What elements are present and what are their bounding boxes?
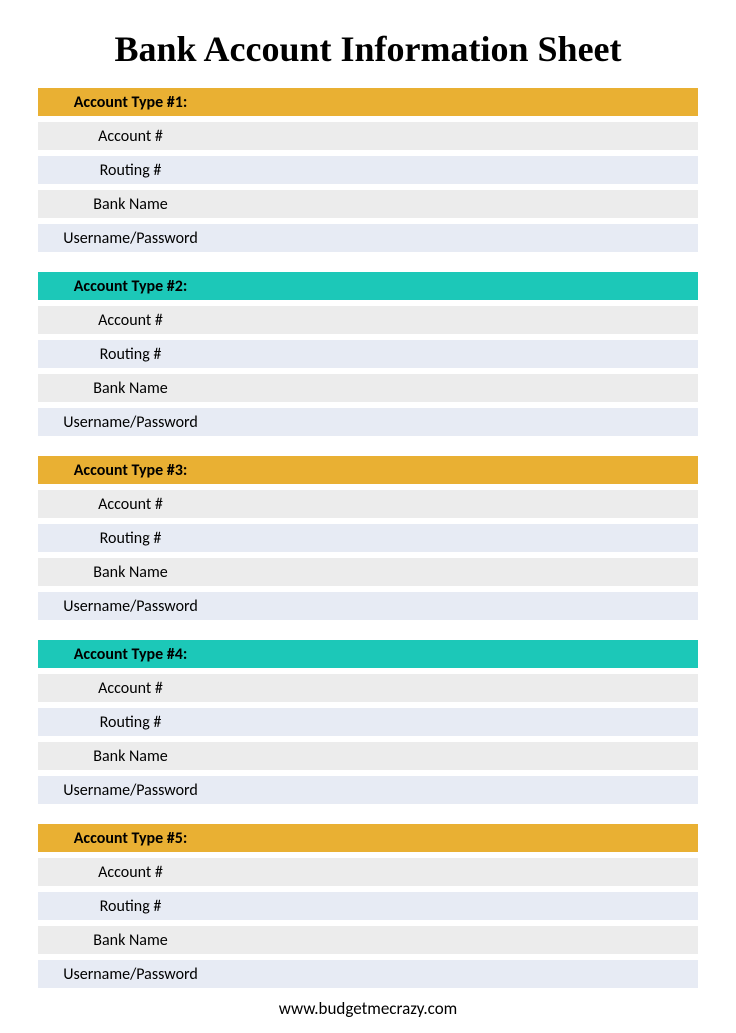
field-row: Routing #	[38, 524, 698, 552]
section-header-row: Account Type #3:	[38, 456, 698, 484]
section-header-label: Account Type #2:	[38, 272, 223, 300]
field-row: Routing #	[38, 892, 698, 920]
field-label: Routing #	[38, 340, 223, 368]
field-value	[223, 708, 698, 736]
field-row: Account #	[38, 306, 698, 334]
field-row: Account #	[38, 858, 698, 886]
field-value	[223, 558, 698, 586]
field-value	[223, 674, 698, 702]
field-value	[223, 340, 698, 368]
account-section: Account Type #4: Account # Routing # Bank N…	[38, 640, 698, 804]
section-header-label: Account Type #4:	[38, 640, 223, 668]
field-row: Username/Password	[38, 592, 698, 620]
field-label: Account #	[38, 122, 223, 150]
field-label: Username/Password	[38, 408, 223, 436]
field-row: Username/Password	[38, 960, 698, 988]
field-label: Routing #	[38, 156, 223, 184]
section-header-row: Account Type #5:	[38, 824, 698, 852]
field-label: Bank Name	[38, 558, 223, 586]
field-row: Routing #	[38, 340, 698, 368]
section-header-label: Account Type #5:	[38, 824, 223, 852]
field-value	[223, 524, 698, 552]
field-label: Bank Name	[38, 926, 223, 954]
field-value	[223, 926, 698, 954]
field-value	[223, 224, 698, 252]
field-row: Bank Name	[38, 926, 698, 954]
field-value	[223, 408, 698, 436]
field-row: Bank Name	[38, 190, 698, 218]
field-value	[223, 374, 698, 402]
field-row: Username/Password	[38, 776, 698, 804]
field-value	[223, 490, 698, 518]
field-label: Bank Name	[38, 190, 223, 218]
account-section: Account Type #1: Account # Routing # Bank N…	[38, 88, 698, 252]
section-header-value	[223, 456, 698, 484]
field-value	[223, 306, 698, 334]
field-label: Username/Password	[38, 776, 223, 804]
section-header-label: Account Type #3:	[38, 456, 223, 484]
section-header-row: Account Type #1:	[38, 88, 698, 116]
field-row: Account #	[38, 674, 698, 702]
field-row: Account #	[38, 122, 698, 150]
section-header-value	[223, 88, 698, 116]
field-label: Bank Name	[38, 742, 223, 770]
section-header-label: Account Type #1:	[38, 88, 223, 116]
section-header-row: Account Type #4:	[38, 640, 698, 668]
footer-url: www.budgetmecrazy.com	[38, 988, 698, 1033]
field-label: Routing #	[38, 708, 223, 736]
field-row: Username/Password	[38, 408, 698, 436]
field-label: Username/Password	[38, 960, 223, 988]
field-label: Account #	[38, 858, 223, 886]
sections-container: Account Type #1: Account # Routing # Bank N…	[38, 88, 698, 988]
field-label: Username/Password	[38, 592, 223, 620]
page-title: Bank Account Information Sheet	[38, 28, 698, 70]
section-header-row: Account Type #2:	[38, 272, 698, 300]
field-value	[223, 858, 698, 886]
field-row: Account #	[38, 490, 698, 518]
field-row: Bank Name	[38, 742, 698, 770]
field-label: Routing #	[38, 524, 223, 552]
field-value	[223, 122, 698, 150]
section-header-value	[223, 272, 698, 300]
field-row: Username/Password	[38, 224, 698, 252]
field-label: Account #	[38, 674, 223, 702]
field-label: Account #	[38, 490, 223, 518]
field-row: Routing #	[38, 156, 698, 184]
field-value	[223, 960, 698, 988]
field-label: Account #	[38, 306, 223, 334]
field-label: Routing #	[38, 892, 223, 920]
field-row: Bank Name	[38, 558, 698, 586]
field-value	[223, 190, 698, 218]
account-section: Account Type #3: Account # Routing # Bank N…	[38, 456, 698, 620]
account-section: Account Type #5: Account # Routing # Bank N…	[38, 824, 698, 988]
field-value	[223, 892, 698, 920]
account-section: Account Type #2: Account # Routing # Bank N…	[38, 272, 698, 436]
field-label: Bank Name	[38, 374, 223, 402]
field-row: Bank Name	[38, 374, 698, 402]
section-header-value	[223, 640, 698, 668]
field-value	[223, 156, 698, 184]
field-value	[223, 592, 698, 620]
field-row: Routing #	[38, 708, 698, 736]
field-value	[223, 776, 698, 804]
field-value	[223, 742, 698, 770]
field-label: Username/Password	[38, 224, 223, 252]
section-header-value	[223, 824, 698, 852]
